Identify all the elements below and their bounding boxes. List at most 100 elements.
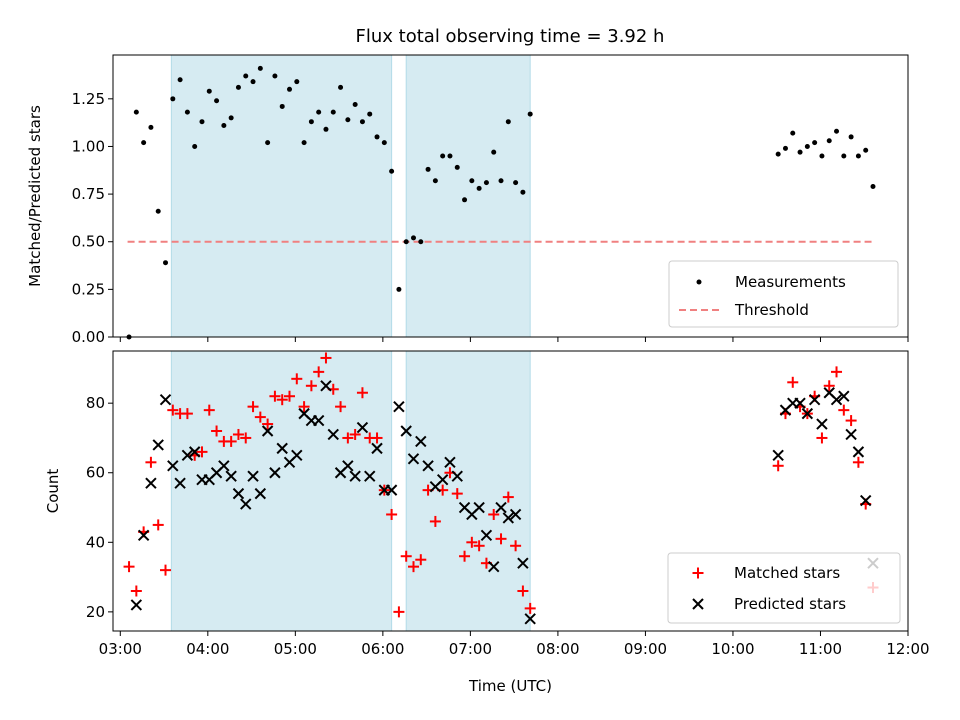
measurement-point bbox=[338, 84, 344, 90]
measurement-point bbox=[389, 168, 395, 174]
predicted-stars-point bbox=[159, 393, 172, 406]
measurement-point bbox=[184, 109, 190, 115]
predicted-stars-point bbox=[422, 460, 434, 472]
matched-stars-point bbox=[787, 376, 799, 388]
predicted-stars-point bbox=[356, 421, 369, 434]
measurement-point bbox=[826, 138, 832, 144]
matched-stars-point bbox=[451, 488, 463, 500]
predicted-stars-point bbox=[808, 393, 821, 406]
predicted-stars-point bbox=[794, 397, 806, 409]
measurement-point bbox=[819, 153, 825, 159]
measurement-point bbox=[804, 143, 810, 149]
matched-stars-point bbox=[517, 585, 529, 597]
x-tick-label: 06:00 bbox=[361, 640, 404, 658]
measurement-point bbox=[863, 147, 869, 153]
matched-stars-point bbox=[524, 602, 536, 614]
predicted-stars-point bbox=[291, 449, 303, 462]
matched-stars-point bbox=[407, 561, 419, 573]
predicted-stars-point bbox=[181, 449, 194, 462]
matched-stars-point bbox=[167, 404, 179, 416]
legend-marker-matched-stars bbox=[692, 567, 704, 579]
matched-stars-point bbox=[335, 401, 347, 413]
predicted-stars-point bbox=[254, 487, 267, 500]
matched-stars-point bbox=[495, 533, 507, 545]
predicted-stars-point bbox=[451, 470, 463, 482]
y-tick-label: 0.25 bbox=[72, 280, 105, 298]
matched-stars-point bbox=[510, 540, 522, 552]
measurement-point bbox=[257, 65, 263, 71]
measurement-point bbox=[834, 128, 840, 134]
measurements-series bbox=[126, 65, 876, 340]
predicted-stars-point bbox=[152, 439, 164, 451]
y-tick-label: 80 bbox=[86, 394, 105, 412]
measurement-point bbox=[396, 286, 402, 292]
matched-stars-point bbox=[145, 456, 157, 468]
matched-stars-point bbox=[152, 519, 164, 531]
predicted-stars-point bbox=[801, 407, 814, 420]
measurement-point bbox=[214, 98, 220, 104]
measurement-point bbox=[476, 185, 482, 191]
legend-predicted-stars-glyph bbox=[692, 598, 704, 610]
matched-stars-point bbox=[342, 432, 354, 444]
measurement-point bbox=[279, 103, 285, 109]
predicted-stars-point bbox=[509, 508, 522, 521]
measurement-point bbox=[323, 126, 329, 132]
measurement-point bbox=[440, 153, 446, 159]
measurement-point bbox=[170, 96, 176, 102]
predicted-stars-point bbox=[349, 470, 361, 482]
measurement-point bbox=[192, 143, 198, 149]
predicted-stars-point bbox=[830, 393, 843, 406]
measurement-point bbox=[316, 109, 322, 115]
predicted-stars-point bbox=[816, 418, 828, 430]
legend-label-matched-stars: Matched stars bbox=[734, 564, 840, 582]
matched-stars-point bbox=[305, 380, 317, 392]
predicted-stars-point bbox=[436, 473, 449, 486]
measurement-point bbox=[221, 123, 227, 128]
legend-label-threshold: Threshold bbox=[734, 301, 809, 319]
matched-stars-point bbox=[386, 508, 398, 520]
x-tick-label: 11:00 bbox=[799, 640, 842, 658]
matched-stars-point bbox=[831, 366, 843, 378]
predicted-stars-point bbox=[488, 560, 500, 573]
measurement-point bbox=[235, 84, 241, 90]
predicted-stars-point bbox=[859, 494, 872, 507]
predicted-stars-point bbox=[240, 498, 252, 510]
matched-stars-point bbox=[284, 390, 296, 402]
predicted-stars-point bbox=[247, 470, 259, 482]
top-panel-legend: Measurements Threshold bbox=[668, 260, 899, 328]
bottom-panel-shaded-intervals bbox=[170, 350, 531, 632]
matched-stars-point bbox=[203, 404, 215, 416]
matched-stars-point bbox=[845, 415, 857, 427]
predicted-stars-point bbox=[502, 512, 515, 524]
measurement-point bbox=[462, 197, 468, 203]
y-tick-label: 0.50 bbox=[72, 233, 105, 251]
matched-stars-point bbox=[400, 550, 412, 562]
measurement-point bbox=[148, 124, 154, 130]
measurement-point bbox=[163, 260, 169, 266]
x-tick-label: 12:00 bbox=[886, 640, 929, 658]
top-panel-x-ticks bbox=[119, 337, 909, 342]
bottom-panel-y-axis: 20 40 60 80 bbox=[86, 394, 113, 621]
x-tick-label: 04:00 bbox=[186, 640, 229, 658]
predicted-stars-point bbox=[145, 477, 157, 489]
x-tick-label: 09:00 bbox=[624, 640, 667, 658]
measurement-point bbox=[782, 145, 788, 151]
top-panel-y-axis: 0.00 0.25 0.50 0.75 1.00 1.25 bbox=[72, 90, 113, 346]
matched-stars-point bbox=[130, 585, 142, 597]
legend-marker-predicted-stars bbox=[692, 598, 704, 610]
measurement-point bbox=[425, 166, 431, 172]
matched-stars-point bbox=[291, 373, 303, 385]
matched-stars-point bbox=[196, 446, 208, 458]
measurement-point bbox=[418, 239, 424, 245]
x-axis-label: Time (UTC) bbox=[468, 677, 552, 695]
matched-stars-point bbox=[459, 550, 471, 562]
matched-stars-point bbox=[488, 508, 500, 520]
measurement-point bbox=[520, 189, 526, 195]
shaded-interval-1 bbox=[170, 54, 393, 338]
measurement-point bbox=[308, 119, 314, 125]
legend-box bbox=[668, 260, 899, 328]
predicted-stars-point bbox=[342, 460, 354, 472]
measurement-point bbox=[454, 164, 460, 170]
matched-stars-point bbox=[262, 418, 274, 430]
